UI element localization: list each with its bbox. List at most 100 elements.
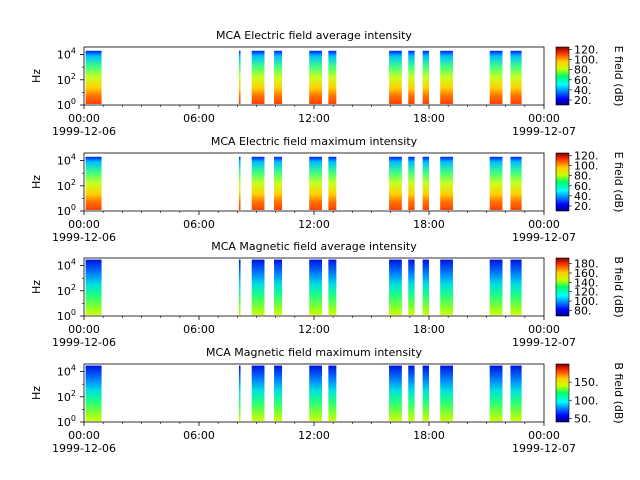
colorbar-tick-label: 40. xyxy=(574,190,592,203)
colorbar-tick-label: 150. xyxy=(574,376,599,389)
colorbar-tick-label: 100. xyxy=(574,160,599,173)
panel-2: MCA Electric field maximum intensity 100 1… xyxy=(30,135,625,244)
data-block xyxy=(85,259,102,315)
colorbar-label: E field (dB) xyxy=(612,152,625,213)
data-block xyxy=(440,156,453,210)
data-block xyxy=(440,259,453,315)
colorbar-tick-label: 120. xyxy=(574,44,599,57)
y-tick-label: 102 xyxy=(57,389,76,404)
x-tick-label: 18:00 xyxy=(413,218,445,231)
data-block xyxy=(408,259,415,315)
colorbar-tick-label: 180. xyxy=(574,258,599,271)
panel-title: MCA Magnetic field maximum intensity xyxy=(206,346,422,359)
data-block xyxy=(328,156,337,210)
panel-title: MCA Electric field maximum intensity xyxy=(211,135,418,148)
y-axis-label: Hz xyxy=(30,386,43,400)
x-tick-label: 12:00 xyxy=(298,323,330,336)
data-block xyxy=(422,259,429,315)
data-block xyxy=(489,365,503,421)
y-tick-label: 104 xyxy=(57,258,76,273)
x-tick-label: 18:00 xyxy=(413,429,445,442)
data-block xyxy=(489,259,503,315)
x-date-start: 1999-12-06 xyxy=(52,231,116,244)
x-date-end: 1999-12-07 xyxy=(512,336,576,349)
colorbar xyxy=(555,46,570,106)
data-block xyxy=(251,259,265,315)
panel-title: MCA Electric field average intensity xyxy=(216,29,412,42)
x-tick-label: 12:00 xyxy=(298,429,330,442)
data-block xyxy=(309,156,322,210)
x-tick-label: 00:00 xyxy=(528,429,560,442)
data-block xyxy=(422,156,429,210)
data-block xyxy=(274,365,283,421)
data-block xyxy=(274,50,283,104)
x-date-start: 1999-12-06 xyxy=(52,336,116,349)
y-axis-label: Hz xyxy=(30,280,43,294)
x-date-start: 1999-12-06 xyxy=(52,442,116,455)
y-tick-label: 102 xyxy=(57,72,76,87)
data-block xyxy=(510,156,522,210)
x-tick-label: 18:00 xyxy=(413,112,445,125)
panel-4: MCA Magnetic field maximum intensity 100 1… xyxy=(30,346,625,455)
x-tick-label: 06:00 xyxy=(183,218,215,231)
colorbar-tick-label: 60. xyxy=(574,74,592,87)
x-tick-label: 00:00 xyxy=(68,218,100,231)
panel-3: MCA Magnetic field average intensity 100 1… xyxy=(30,240,625,349)
x-tick-label: 12:00 xyxy=(298,218,330,231)
data-block xyxy=(238,259,241,315)
data-block xyxy=(85,156,102,210)
colorbar-label: E field (dB) xyxy=(612,46,625,107)
y-tick-label: 104 xyxy=(57,364,76,379)
colorbar-tick-label: 100. xyxy=(574,295,599,308)
x-date-end: 1999-12-07 xyxy=(512,231,576,244)
y-axis-label: Hz xyxy=(30,175,43,189)
data-block xyxy=(274,259,283,315)
data-block xyxy=(309,365,322,421)
data-block xyxy=(328,50,337,104)
y-tick-label: 100 xyxy=(57,414,76,429)
x-tick-label: 00:00 xyxy=(68,323,100,336)
colorbar-label: B field (dB) xyxy=(612,362,625,423)
data-block xyxy=(408,365,415,421)
panel-1: MCA Electric field average intensity 100 1… xyxy=(30,29,625,138)
data-block xyxy=(238,365,241,421)
data-block xyxy=(85,365,102,421)
y-tick-label: 100 xyxy=(57,97,76,112)
y-tick-label: 104 xyxy=(57,153,76,168)
colorbar xyxy=(555,152,570,212)
colorbar-tick-label: 60. xyxy=(574,180,592,193)
y-axis-label: Hz xyxy=(30,69,43,83)
x-tick-label: 00:00 xyxy=(528,112,560,125)
data-block xyxy=(389,156,402,210)
colorbar-tick-label: 20. xyxy=(574,94,592,107)
colorbar-tick-label: 50. xyxy=(574,412,592,425)
data-block xyxy=(85,50,102,104)
data-block xyxy=(251,365,265,421)
data-block xyxy=(489,156,503,210)
x-tick-label: 00:00 xyxy=(68,112,100,125)
x-tick-label: 06:00 xyxy=(183,112,215,125)
y-tick-label: 102 xyxy=(57,178,76,193)
data-block xyxy=(238,50,241,104)
data-block xyxy=(238,156,241,210)
data-block xyxy=(389,50,402,104)
data-block xyxy=(274,156,283,210)
y-tick-label: 100 xyxy=(57,308,76,323)
colorbar xyxy=(555,257,570,317)
x-tick-label: 06:00 xyxy=(183,323,215,336)
colorbar xyxy=(555,363,570,423)
data-block xyxy=(251,156,265,210)
colorbar-tick-label: 80. xyxy=(574,64,592,77)
colorbar-tick-label: 80. xyxy=(574,170,592,183)
data-block xyxy=(440,365,453,421)
colorbar-tick-label: 40. xyxy=(574,84,592,97)
data-block xyxy=(309,50,322,104)
x-date-start: 1999-12-06 xyxy=(52,125,116,138)
data-block xyxy=(408,50,415,104)
data-block xyxy=(422,50,429,104)
data-block xyxy=(408,156,415,210)
x-tick-label: 00:00 xyxy=(528,323,560,336)
colorbar-tick-label: 120. xyxy=(574,286,599,299)
colorbar-tick-label: 100. xyxy=(574,54,599,67)
